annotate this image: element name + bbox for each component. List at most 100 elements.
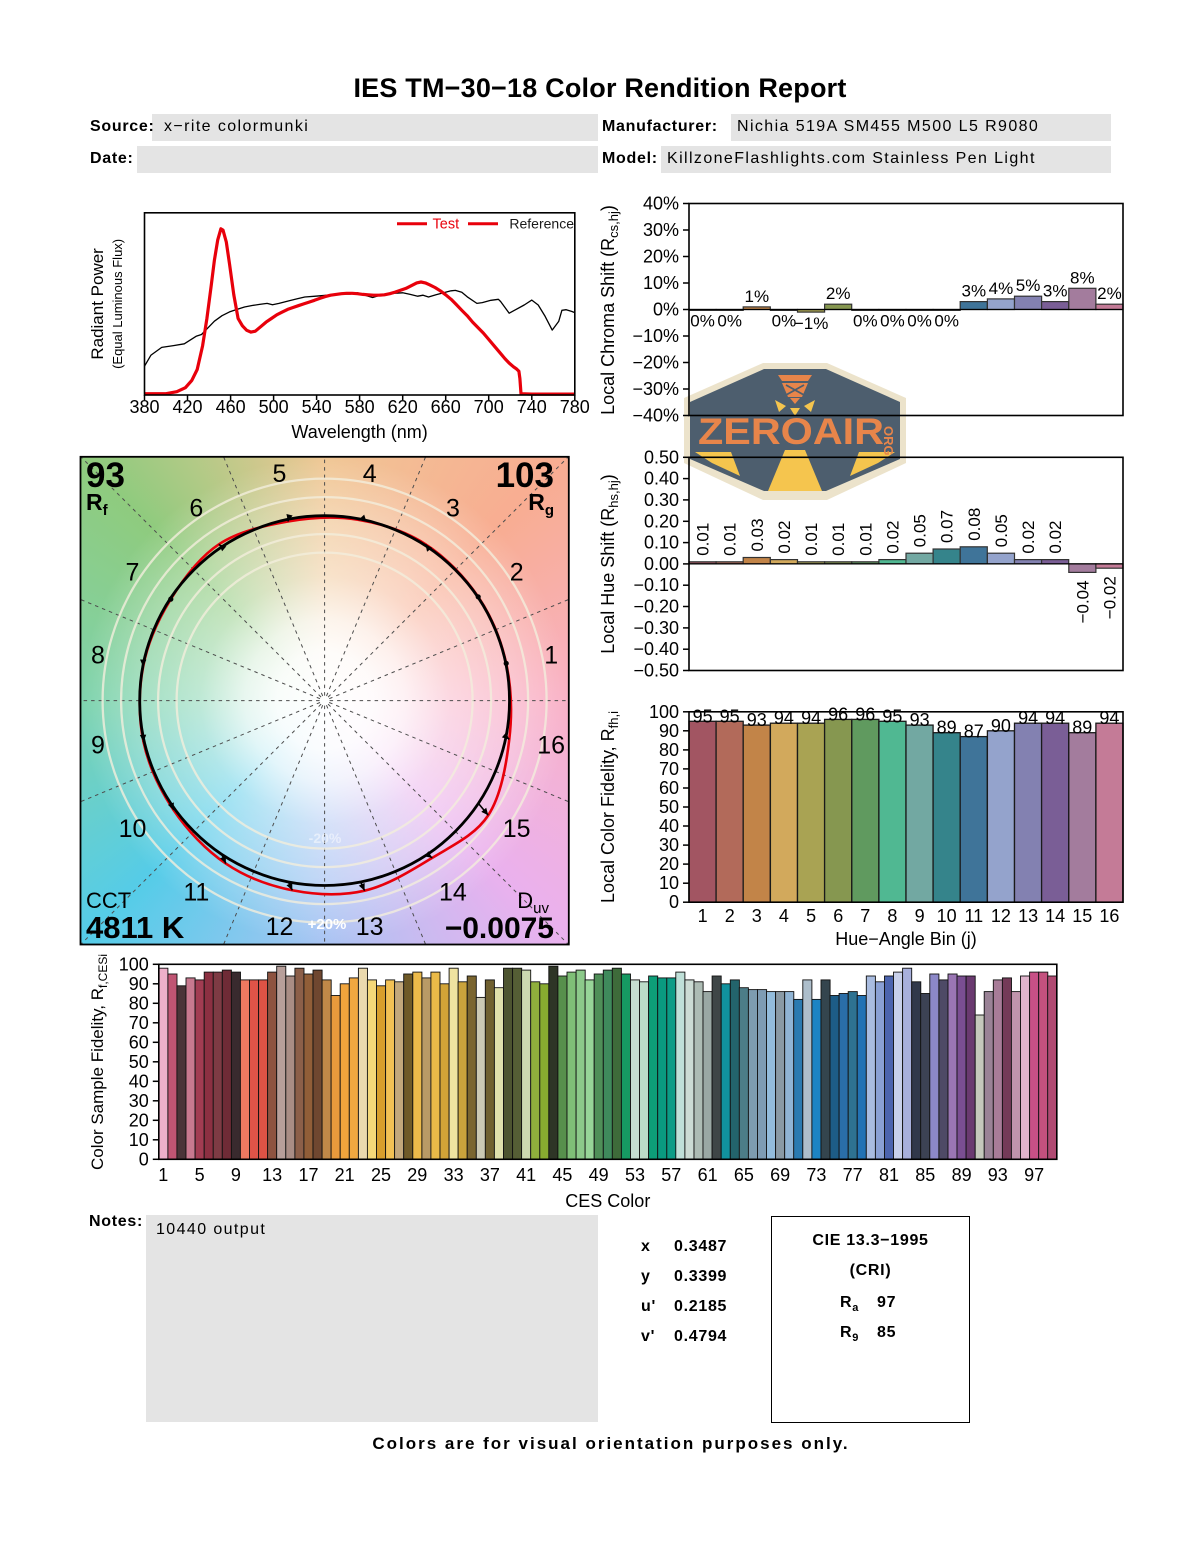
svg-text:95: 95 — [693, 706, 713, 726]
svg-text:12: 12 — [991, 906, 1011, 926]
svg-text:30: 30 — [659, 835, 679, 855]
svg-text:−10%: −10% — [632, 326, 679, 346]
svg-text:4: 4 — [363, 460, 377, 488]
svg-text:0%: 0% — [717, 312, 742, 331]
svg-text:(Equal Luminous Flux): (Equal Luminous Flux) — [110, 239, 125, 369]
svg-text:0: 0 — [669, 892, 679, 912]
svg-text:20: 20 — [659, 854, 679, 874]
svg-text:0%: 0% — [880, 312, 905, 331]
svg-text:5: 5 — [806, 906, 816, 926]
svg-text:96: 96 — [855, 704, 875, 724]
svg-text:0.20: 0.20 — [644, 511, 679, 531]
svg-text:14: 14 — [1045, 906, 1065, 926]
svg-text:93: 93 — [988, 1165, 1008, 1185]
svg-text:9: 9 — [231, 1165, 241, 1185]
svg-text:40%: 40% — [643, 194, 679, 214]
svg-text:Wavelength (nm): Wavelength (nm) — [291, 422, 427, 442]
svg-text:40: 40 — [129, 1071, 149, 1091]
svg-text:0.01: 0.01 — [856, 523, 875, 556]
svg-text:4%: 4% — [989, 279, 1014, 298]
svg-text:8: 8 — [91, 642, 105, 670]
svg-text:20%: 20% — [643, 247, 679, 267]
svg-text:45: 45 — [552, 1165, 572, 1185]
svg-text:ZEROAIR: ZEROAIR — [698, 411, 884, 452]
svg-text:57: 57 — [661, 1165, 681, 1185]
svg-text:16: 16 — [1099, 906, 1119, 926]
svg-text:21: 21 — [335, 1165, 355, 1185]
svg-text:CES Color: CES Color — [565, 1191, 650, 1211]
svg-text:380: 380 — [129, 397, 159, 417]
svg-text:9: 9 — [91, 732, 105, 760]
svg-text:7: 7 — [126, 558, 140, 586]
svg-text:−1%: −1% — [794, 314, 829, 333]
svg-text:−0.50: −0.50 — [633, 661, 679, 681]
svg-text:94: 94 — [801, 708, 821, 728]
svg-text:Local Hue Shift (Rhs,hj): Local Hue Shift (Rhs,hj) — [598, 474, 621, 654]
svg-text:6: 6 — [833, 906, 843, 926]
svg-text:0: 0 — [139, 1149, 149, 1169]
svg-text:15: 15 — [503, 815, 531, 843]
svg-text:CCT: CCT — [86, 888, 131, 913]
svg-text:89: 89 — [952, 1165, 972, 1185]
svg-text:10%: 10% — [643, 273, 679, 293]
svg-text:94: 94 — [1018, 708, 1038, 728]
svg-text:2%: 2% — [826, 284, 851, 303]
svg-text:0.10: 0.10 — [644, 533, 679, 553]
svg-text:90: 90 — [659, 721, 679, 741]
svg-text:10: 10 — [119, 815, 147, 843]
svg-text:30: 30 — [129, 1091, 149, 1111]
svg-text:Radiant Power: Radiant Power — [88, 248, 107, 360]
svg-text:1: 1 — [544, 642, 558, 670]
svg-text:−40%: −40% — [632, 406, 679, 426]
svg-text:0.02: 0.02 — [883, 521, 902, 554]
svg-text:−0.30: −0.30 — [633, 618, 679, 638]
svg-text:85: 85 — [915, 1165, 935, 1185]
svg-text:Hue−Angle Bin (j): Hue−Angle Bin (j) — [835, 929, 977, 949]
svg-text:97: 97 — [1024, 1165, 1044, 1185]
svg-text:93: 93 — [86, 456, 125, 495]
svg-text:−0.0075: −0.0075 — [445, 912, 554, 945]
svg-text:2%: 2% — [1097, 284, 1122, 303]
svg-text:50: 50 — [659, 797, 679, 817]
svg-text:5: 5 — [273, 460, 287, 488]
svg-text:15: 15 — [1072, 906, 1092, 926]
svg-text:5: 5 — [195, 1165, 205, 1185]
svg-text:540: 540 — [302, 397, 332, 417]
svg-text:65: 65 — [734, 1165, 754, 1185]
svg-text:4811 K: 4811 K — [86, 910, 185, 945]
svg-text:61: 61 — [698, 1165, 718, 1185]
svg-text:0.30: 0.30 — [644, 490, 679, 510]
svg-text:Test: Test — [433, 217, 460, 233]
svg-text:0%: 0% — [934, 312, 959, 331]
svg-text:−0.20: −0.20 — [633, 597, 679, 617]
svg-text:0.07: 0.07 — [938, 510, 957, 543]
svg-text:0.01: 0.01 — [802, 523, 821, 556]
svg-text:94: 94 — [774, 708, 794, 728]
svg-text:69: 69 — [770, 1165, 790, 1185]
svg-text:1%: 1% — [745, 287, 770, 306]
svg-text:9: 9 — [915, 906, 925, 926]
svg-text:0%: 0% — [853, 312, 878, 331]
svg-text:Local Color Fidelity, Rfh,i: Local Color Fidelity, Rfh,i — [598, 711, 621, 903]
svg-text:−0.10: −0.10 — [633, 575, 679, 595]
svg-text:40: 40 — [659, 816, 679, 836]
svg-text:100: 100 — [119, 954, 149, 974]
svg-text:14: 14 — [439, 879, 467, 907]
svg-text:2: 2 — [725, 906, 735, 926]
svg-text:29: 29 — [407, 1165, 427, 1185]
svg-text:0.50: 0.50 — [644, 447, 679, 467]
svg-text:0%: 0% — [653, 300, 679, 320]
svg-text:620: 620 — [388, 397, 418, 417]
svg-text:94: 94 — [1045, 708, 1065, 728]
svg-text:420: 420 — [172, 397, 202, 417]
svg-text:6: 6 — [189, 495, 203, 523]
svg-text:20: 20 — [129, 1110, 149, 1130]
svg-text:10: 10 — [937, 906, 957, 926]
svg-text:−0.02: −0.02 — [1100, 576, 1119, 619]
svg-text:1: 1 — [698, 906, 708, 926]
svg-text:Reference: Reference — [509, 216, 574, 232]
svg-text:16: 16 — [537, 732, 565, 760]
svg-text:3%: 3% — [962, 282, 987, 301]
svg-text:33: 33 — [444, 1165, 464, 1185]
svg-text:ORG: ORG — [881, 426, 896, 456]
